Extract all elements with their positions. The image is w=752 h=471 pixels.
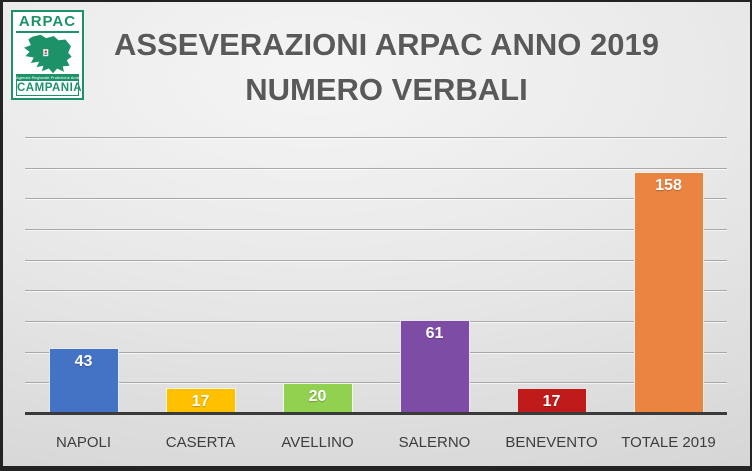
bar-napoli: 43 — [48, 348, 119, 414]
bar-slot-salerno: 61 — [376, 138, 493, 414]
bar-benevento: 17 — [516, 387, 587, 414]
x-axis-label-avellino: AVELLINO — [281, 434, 354, 451]
gridline-40 — [25, 351, 727, 353]
bar-value-label: 17 — [191, 392, 210, 410]
x-axis-label-benevento: BENEVENTO — [505, 434, 598, 451]
bar-salerno: 61 — [399, 320, 470, 414]
bar-row: 43 17 20 61 17 158 — [25, 138, 727, 414]
x-axis-label-salerno: SALERNO — [398, 434, 471, 451]
bar-value-label: 61 — [425, 325, 444, 343]
bar-slot-benevento: 17 — [493, 138, 610, 414]
bar-caserta: 17 — [165, 387, 236, 414]
bar-value-label: 17 — [542, 392, 561, 410]
bar-slot-caserta: 17 — [142, 138, 259, 414]
bar-slot-napoli: 43 — [25, 138, 142, 414]
gridline-120 — [25, 229, 727, 230]
gridline-80 — [25, 290, 727, 292]
logo-region-text: CAMPANIA — [16, 81, 83, 96]
logo-tagline: Agenzia Regionale Protezione Ambientale — [16, 74, 79, 81]
gridline-60 — [25, 321, 727, 322]
bar-slot-totale-2019: 158 — [610, 138, 727, 414]
x-axis-label-caserta: CASERTA — [165, 434, 236, 451]
chart-title: ASSEVERAZIONI ARPAC ANNO 2019 NUMERO VER… — [33, 22, 740, 112]
gridline-160 — [25, 167, 727, 169]
bar-avellino: 20 — [282, 383, 353, 414]
gridline-180 — [25, 137, 727, 138]
arpac-logo: ARPAC Agenzia Regionale Protezione Ambie… — [11, 10, 84, 100]
bar-value-label: 43 — [74, 353, 93, 371]
x-axis-line — [25, 412, 727, 415]
campania-map-icon — [24, 34, 72, 74]
bar-slot-avellino: 20 — [259, 138, 376, 414]
logo-brand-text: ARPAC — [18, 13, 77, 30]
chart-title-line2: NUMERO VERBALI — [245, 72, 528, 107]
bar-value-label: 158 — [655, 176, 682, 194]
gridline-20 — [25, 382, 727, 384]
plot-area: 43 17 20 61 17 158 — [25, 137, 727, 415]
logo-divider — [16, 31, 79, 33]
bar-totale-2019: 158 — [633, 171, 704, 414]
x-axis-label-napoli: NAPOLI — [55, 434, 112, 451]
x-axis-label-totale-2019: TOTALE 2019 — [621, 434, 716, 451]
bar-value-label: 20 — [308, 388, 327, 406]
gridline-100 — [25, 259, 727, 261]
chart-title-line1: ASSEVERAZIONI ARPAC ANNO 2019 — [114, 27, 659, 62]
x-axis-labels: NAPOLI CASERTA AVELLINO SALERNO BENEVENTO TOT… — [25, 428, 727, 458]
gridline-140 — [25, 198, 727, 200]
